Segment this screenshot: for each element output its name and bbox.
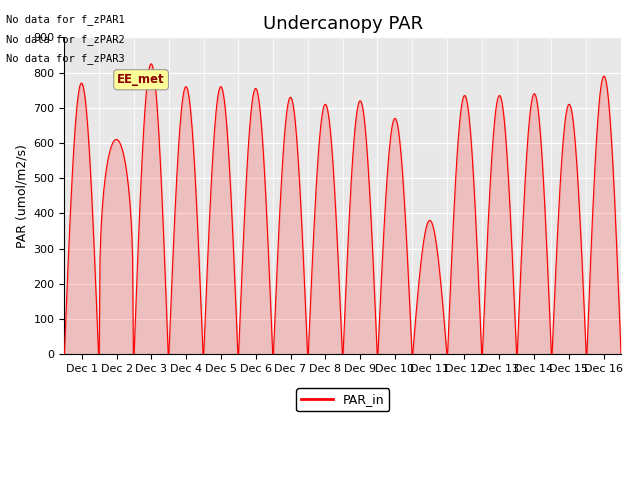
Y-axis label: PAR (umol/m2/s): PAR (umol/m2/s) — [15, 144, 28, 248]
Text: No data for f_zPAR1: No data for f_zPAR1 — [6, 14, 125, 25]
Legend: PAR_in: PAR_in — [296, 388, 389, 411]
Text: No data for f_zPAR2: No data for f_zPAR2 — [6, 34, 125, 45]
Text: No data for f_zPAR3: No data for f_zPAR3 — [6, 53, 125, 64]
Text: EE_met: EE_met — [117, 73, 165, 86]
Title: Undercanopy PAR: Undercanopy PAR — [262, 15, 423, 33]
